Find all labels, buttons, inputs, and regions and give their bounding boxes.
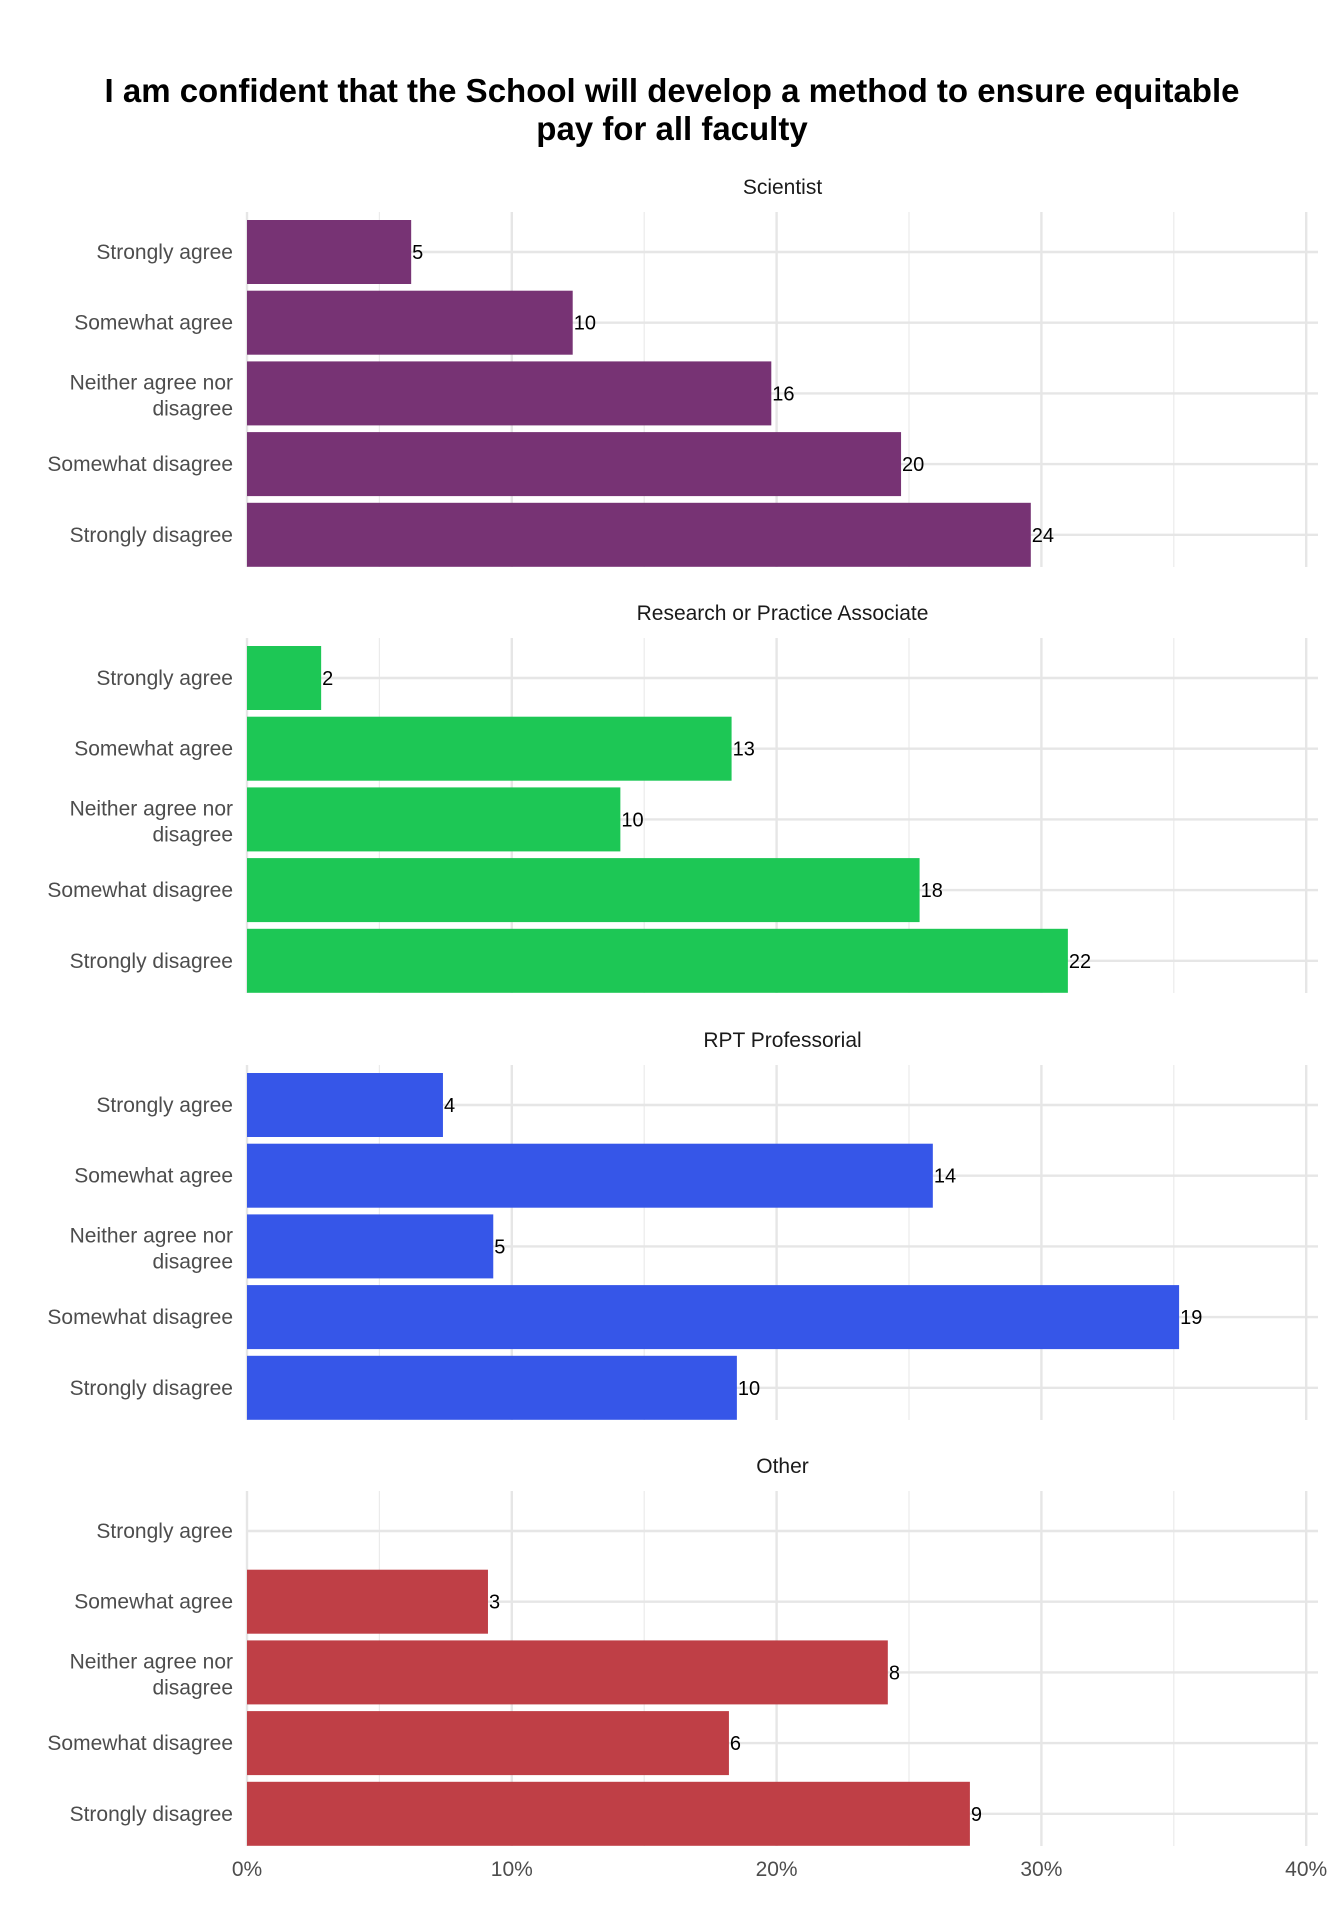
category-label: Neither agree nor disagree: [70, 1224, 233, 1273]
chart-title: I am confident that the School will deve…: [0, 72, 1344, 148]
facet-label: RPT Professorial: [703, 1029, 861, 1052]
category-label: Neither agree nor disagree: [70, 1650, 233, 1699]
category-label: Strongly agree: [96, 667, 233, 690]
category-label: Strongly agree: [96, 1520, 233, 1543]
bar-rpt-professorial-neither-agree-nor-disagree: [247, 1214, 494, 1279]
bar-rpt-professorial-strongly-agree: [247, 1073, 443, 1137]
data-label: 9: [971, 1804, 982, 1826]
data-label: 16: [772, 383, 794, 405]
chart-title-line-2: pay for all faculty: [536, 110, 808, 147]
bar-other-somewhat-disagree: [247, 1711, 729, 1776]
category-label: Strongly disagree: [70, 524, 233, 547]
data-label: 6: [730, 1733, 741, 1755]
bar-scientist-strongly-disagree: [247, 502, 1031, 567]
data-label: 3: [489, 1592, 500, 1614]
data-label: 18: [921, 880, 943, 902]
x-tick-label: 30%: [1020, 1858, 1062, 1881]
data-label: 2: [322, 668, 333, 690]
x-tick-label: 0%: [232, 1858, 262, 1881]
facet-label: Scientist: [743, 176, 823, 199]
category-label: Somewhat agree: [74, 1165, 233, 1188]
facet-label: Other: [756, 1455, 809, 1478]
category-label: Somewhat disagree: [47, 1732, 233, 1755]
bar-scientist-somewhat-disagree: [247, 432, 902, 497]
category-label: Somewhat disagree: [47, 1306, 233, 1329]
category-label-line: disagree: [152, 1676, 233, 1699]
data-label: 8: [889, 1662, 900, 1684]
bar-rpt-professorial-somewhat-disagree: [247, 1285, 1180, 1350]
bar-other-neither-agree-nor-disagree: [247, 1640, 888, 1705]
category-label: Somewhat disagree: [47, 453, 233, 476]
category-label: Strongly agree: [96, 241, 233, 264]
category-label: Somewhat agree: [74, 738, 233, 761]
bar-research-or-practice-associate-strongly-agree: [247, 646, 322, 710]
data-label: 14: [934, 1166, 956, 1188]
bar-rpt-professorial-somewhat-agree: [247, 1143, 933, 1208]
bar-scientist-somewhat-agree: [247, 290, 573, 355]
category-label: Somewhat disagree: [47, 879, 233, 902]
facet-other: Other Strongly agree Somewhat agree 3 Neithe…: [47, 1455, 1318, 1846]
category-label-line: Neither agree nor: [70, 1650, 233, 1673]
chart-title-line-1: I am confident that the School will deve…: [104, 72, 1240, 109]
data-label: 13: [733, 739, 755, 761]
data-label: 5: [494, 1236, 505, 1258]
category-label-line: disagree: [152, 1250, 233, 1273]
data-label: 10: [738, 1378, 760, 1400]
category-label: Somewhat agree: [74, 1591, 233, 1614]
bar-other-strongly-disagree: [247, 1781, 970, 1846]
data-label: 22: [1069, 951, 1091, 973]
bar-rpt-professorial-strongly-disagree: [247, 1355, 737, 1420]
facet-rpt-professorial: RPT Professorial Strongly agree 4 Somewhat …: [47, 1029, 1318, 1420]
category-label: Somewhat agree: [74, 312, 233, 335]
category-label: Strongly agree: [96, 1094, 233, 1117]
bar-scientist-strongly-agree: [247, 220, 412, 284]
data-label: 20: [902, 454, 924, 476]
bar-scientist-neither-agree-nor-disagree: [247, 361, 772, 426]
category-label: Neither agree nor disagree: [70, 371, 233, 420]
data-label: 10: [621, 809, 643, 831]
data-label: 24: [1032, 525, 1054, 547]
data-label: 10: [574, 313, 596, 335]
facet-research-or-practice-associate: Research or Practice Associate Strongly a…: [47, 602, 1318, 993]
category-label: Strongly disagree: [70, 950, 233, 973]
bar-research-or-practice-associate-strongly-disagree: [247, 928, 1068, 993]
category-label-line: disagree: [152, 397, 233, 420]
data-label: 19: [1180, 1307, 1202, 1329]
x-tick-label: 10%: [491, 1858, 533, 1881]
bar-other-somewhat-agree: [247, 1569, 488, 1634]
category-label: Strongly disagree: [70, 1803, 233, 1826]
category-label-line: Neither agree nor: [70, 797, 233, 820]
x-tick-label: 40%: [1285, 1858, 1327, 1881]
category-label: Strongly disagree: [70, 1377, 233, 1400]
facet-scientist: Scientist Strongly agree 5 Somewhat agree 10…: [47, 176, 1318, 567]
category-label-line: Neither agree nor: [70, 371, 233, 394]
data-label: 5: [412, 242, 423, 264]
facet-label: Research or Practice Associate: [637, 602, 929, 625]
category-label: Neither agree nor disagree: [70, 797, 233, 846]
bar-research-or-practice-associate-somewhat-disagree: [247, 858, 920, 923]
data-label: 4: [444, 1095, 455, 1117]
bar-research-or-practice-associate-somewhat-agree: [247, 716, 732, 781]
category-label-line: Neither agree nor: [70, 1224, 233, 1247]
bar-research-or-practice-associate-neither-agree-nor-disagree: [247, 787, 621, 852]
category-label-line: disagree: [152, 823, 233, 846]
x-tick-label: 20%: [756, 1858, 798, 1881]
